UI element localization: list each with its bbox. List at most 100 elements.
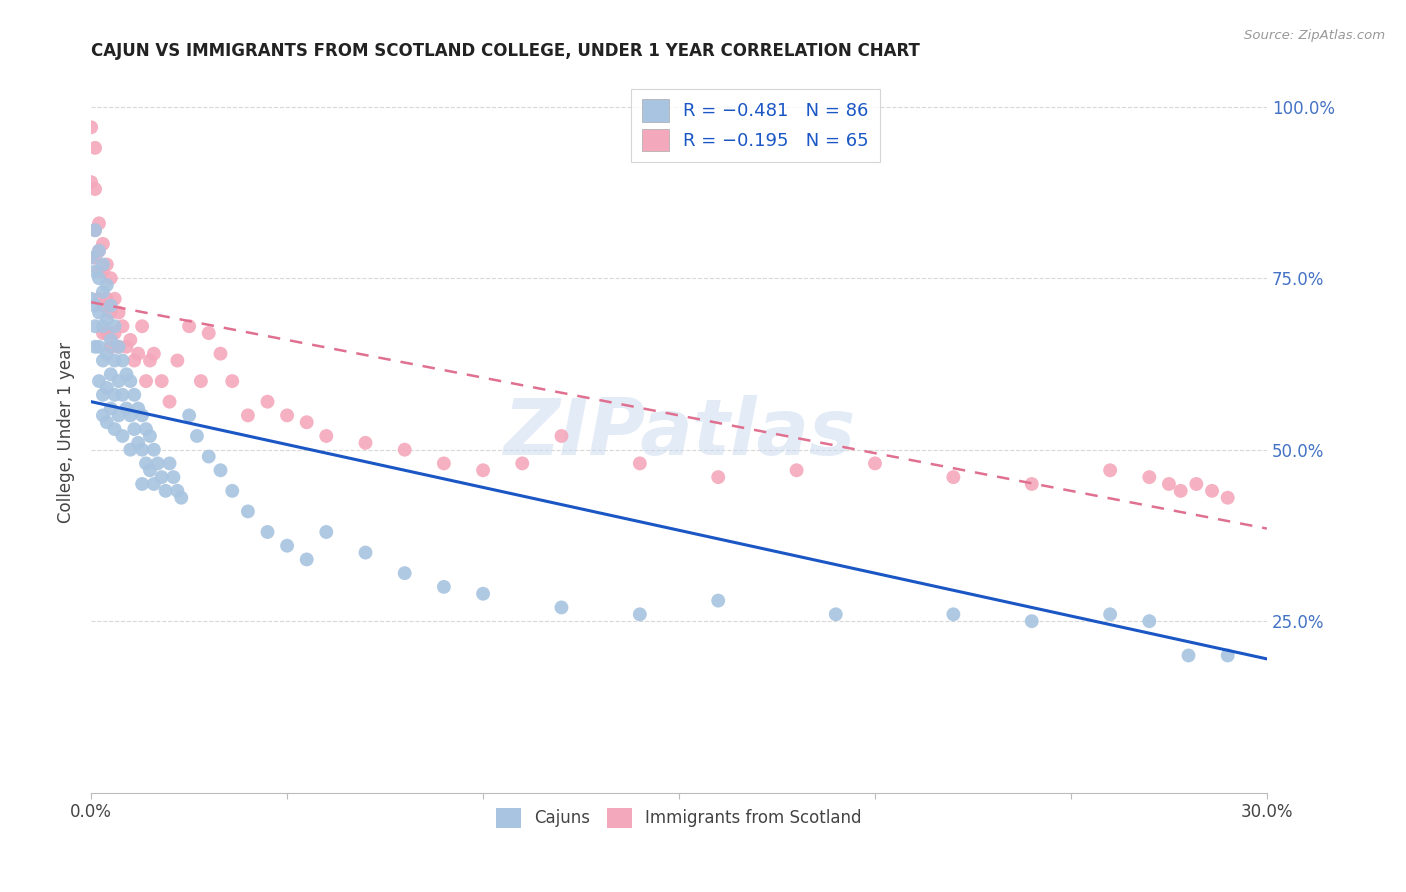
Point	[942, 607, 965, 622]
Point	[354, 545, 377, 559]
Point	[139, 463, 162, 477]
Point	[91, 326, 114, 340]
Point	[315, 524, 337, 539]
Point	[96, 381, 118, 395]
Point	[111, 319, 134, 334]
Point	[824, 607, 846, 622]
Y-axis label: College, Under 1 year: College, Under 1 year	[58, 342, 75, 523]
Point	[96, 312, 118, 326]
Point	[190, 374, 212, 388]
Point	[127, 401, 149, 416]
Point	[1216, 648, 1239, 663]
Point	[209, 346, 232, 360]
Point	[91, 353, 114, 368]
Point	[87, 271, 110, 285]
Point	[115, 340, 138, 354]
Point	[107, 305, 129, 319]
Point	[510, 457, 533, 471]
Point	[91, 258, 114, 272]
Point	[91, 236, 114, 251]
Point	[942, 470, 965, 484]
Point	[1216, 491, 1239, 505]
Point	[87, 264, 110, 278]
Text: ZIPatlas: ZIPatlas	[503, 394, 855, 471]
Point	[120, 409, 142, 423]
Point	[221, 374, 243, 388]
Point	[87, 340, 110, 354]
Point	[150, 374, 173, 388]
Point	[256, 394, 278, 409]
Point	[628, 607, 651, 622]
Point	[142, 477, 165, 491]
Point	[91, 264, 114, 278]
Point	[100, 368, 122, 382]
Point	[155, 483, 177, 498]
Point	[394, 442, 416, 457]
Point	[150, 470, 173, 484]
Point	[80, 120, 103, 135]
Point	[256, 524, 278, 539]
Point	[236, 504, 259, 518]
Point	[96, 326, 118, 340]
Point	[127, 435, 149, 450]
Point	[87, 292, 110, 306]
Point	[1185, 477, 1208, 491]
Point	[80, 251, 103, 265]
Point	[142, 442, 165, 457]
Point	[1201, 483, 1223, 498]
Point	[276, 409, 298, 423]
Point	[127, 346, 149, 360]
Point	[104, 422, 127, 436]
Point	[863, 457, 886, 471]
Point	[394, 566, 416, 581]
Point	[107, 340, 129, 354]
Point	[84, 264, 107, 278]
Point	[87, 374, 110, 388]
Point	[433, 457, 456, 471]
Point	[80, 292, 103, 306]
Point	[96, 258, 118, 272]
Point	[209, 463, 232, 477]
Point	[87, 305, 110, 319]
Point	[1177, 648, 1199, 663]
Point	[179, 319, 201, 334]
Point	[87, 244, 110, 258]
Point	[100, 401, 122, 416]
Point	[120, 442, 142, 457]
Point	[166, 353, 188, 368]
Point	[107, 340, 129, 354]
Point	[276, 539, 298, 553]
Point	[1170, 483, 1192, 498]
Point	[433, 580, 456, 594]
Text: Source: ZipAtlas.com: Source: ZipAtlas.com	[1244, 29, 1385, 42]
Point	[100, 333, 122, 347]
Point	[628, 457, 651, 471]
Point	[96, 278, 118, 293]
Point	[707, 470, 730, 484]
Point	[1099, 463, 1122, 477]
Point	[131, 442, 153, 457]
Point	[1021, 477, 1043, 491]
Point	[100, 340, 122, 354]
Point	[120, 333, 142, 347]
Point	[295, 415, 318, 429]
Point	[197, 450, 219, 464]
Point	[91, 319, 114, 334]
Point	[120, 374, 142, 388]
Point	[96, 415, 118, 429]
Point	[104, 353, 127, 368]
Point	[104, 292, 127, 306]
Point	[115, 401, 138, 416]
Point	[122, 388, 145, 402]
Point	[170, 491, 193, 505]
Point	[84, 223, 107, 237]
Point	[159, 457, 181, 471]
Point	[472, 587, 495, 601]
Point	[91, 299, 114, 313]
Point	[104, 388, 127, 402]
Point	[159, 394, 181, 409]
Point	[84, 223, 107, 237]
Point	[135, 457, 157, 471]
Point	[1137, 470, 1160, 484]
Point	[96, 292, 118, 306]
